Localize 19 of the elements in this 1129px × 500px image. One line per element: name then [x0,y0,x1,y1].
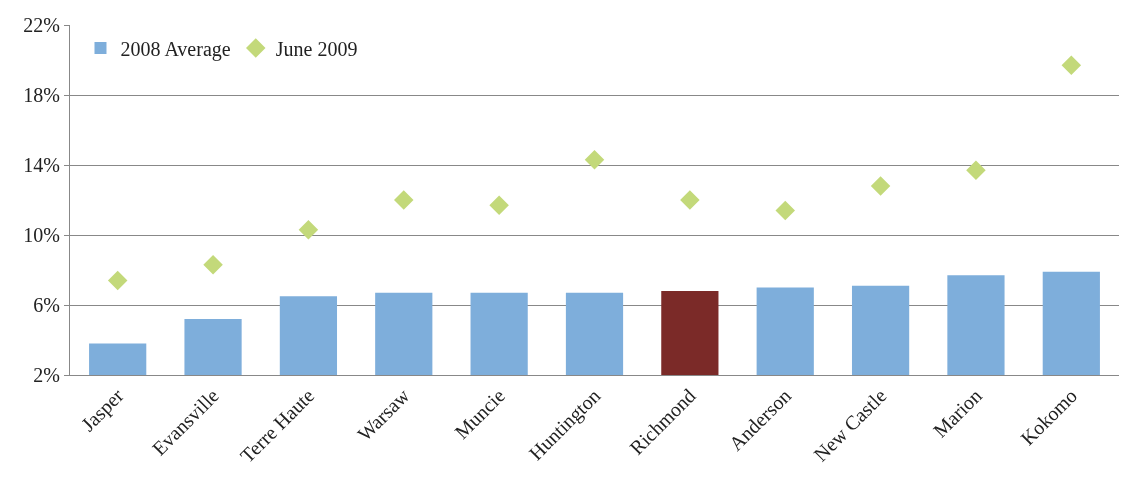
y-tick-label: 18% [23,84,60,106]
point [966,160,986,180]
point [584,150,605,170]
y-tick-label: 10% [23,224,60,246]
point [394,190,414,210]
point [775,200,795,221]
legend-label: June 2009 [275,37,358,60]
y-tick-label: 6% [33,294,60,316]
point [107,270,128,291]
point [1061,55,1082,75]
point [680,190,700,210]
y-tick-label: 2% [33,364,60,386]
legend-label: 2008 Average [120,37,231,61]
y-tick-label: 22% [23,14,60,36]
point [203,255,223,275]
y-tick-label: 14% [23,154,60,176]
point [298,220,319,240]
point [870,176,891,196]
point [489,195,509,215]
